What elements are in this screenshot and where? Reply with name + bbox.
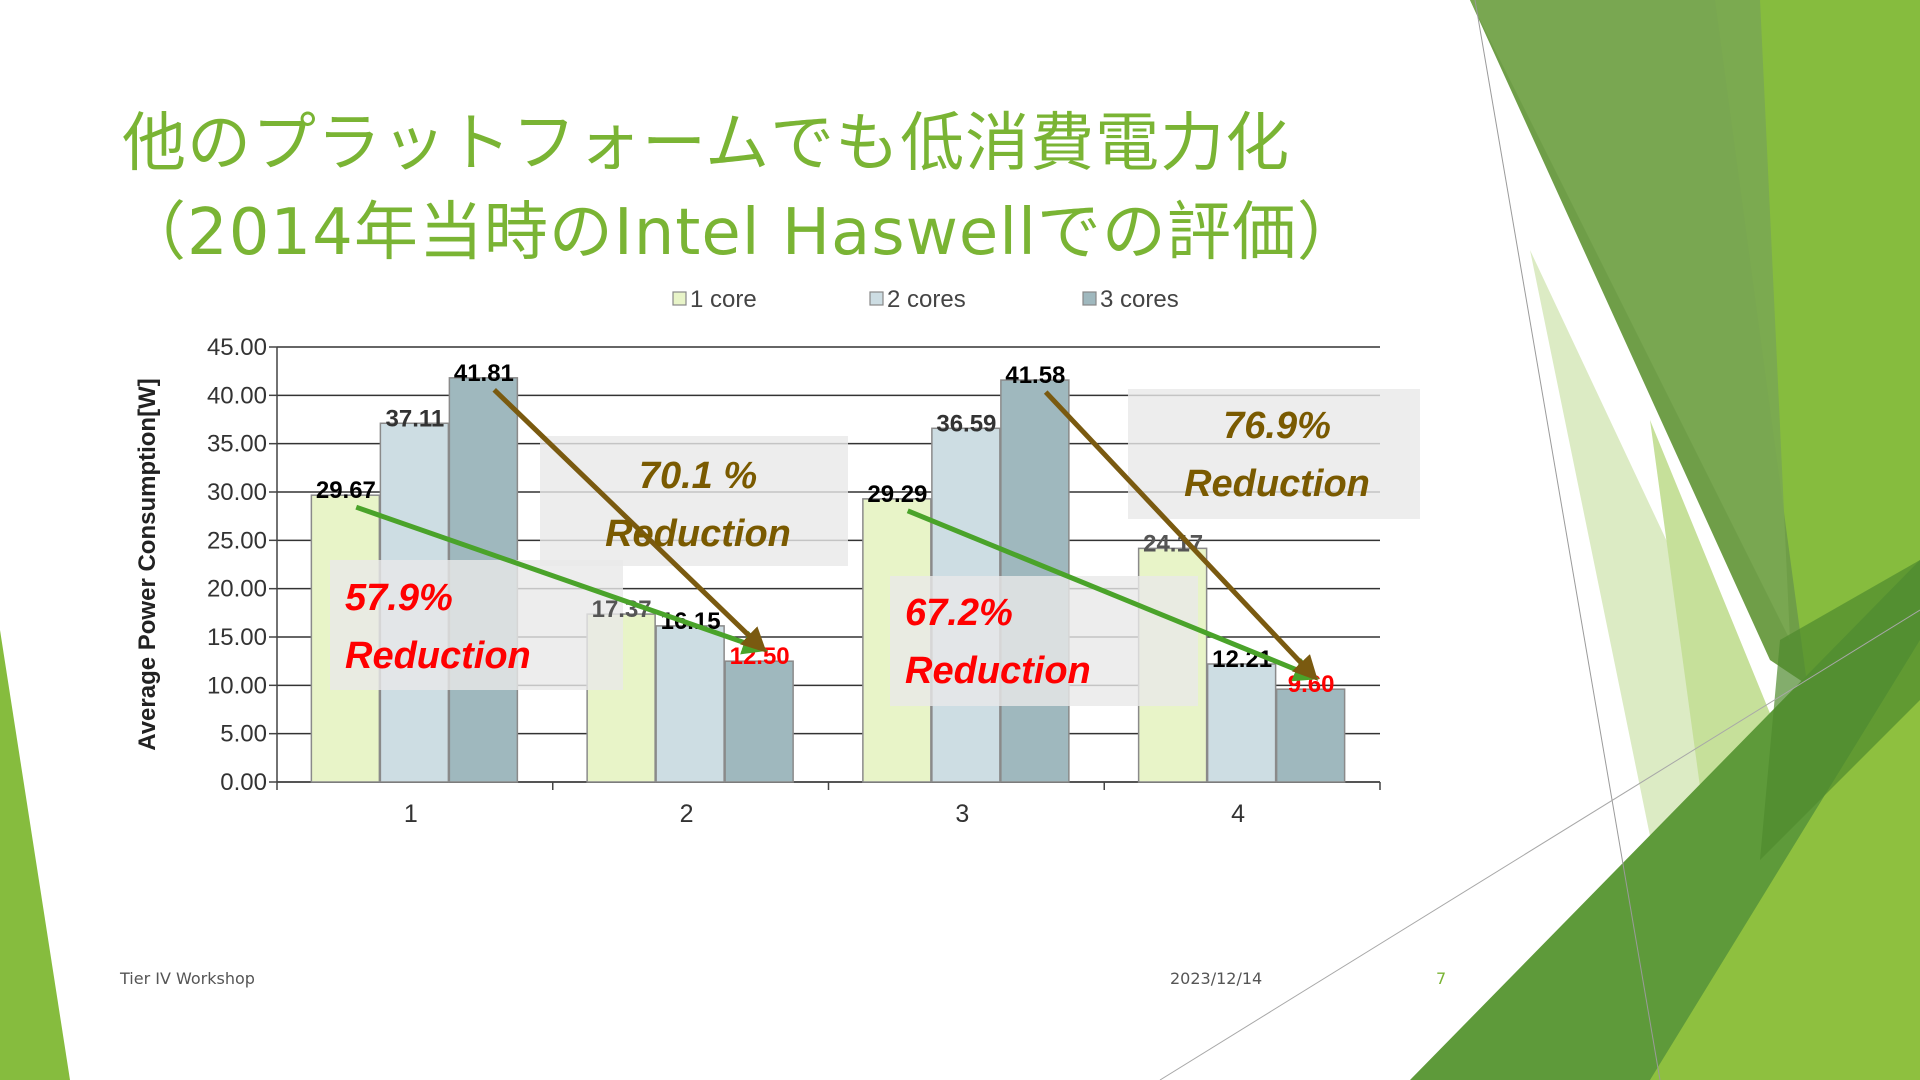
slide-title-line1: 他のプラットフォームでも低消費電力化 [122, 107, 1291, 181]
x-tick-label: 2 [680, 800, 694, 828]
annotation-label: Reduction [345, 635, 531, 677]
annotation-box [890, 576, 1198, 706]
bar [1206, 663, 1277, 783]
annotation-label: Reduction [1184, 463, 1370, 505]
footer-date: 2023/12/14 [1170, 969, 1263, 988]
data-label: 29.67 [316, 477, 376, 504]
annotation-box [1128, 389, 1420, 519]
data-label: 29.29 [867, 481, 927, 508]
x-tick-label: 4 [1231, 800, 1245, 828]
reduction-arrow [492, 388, 767, 653]
data-label: 41.58 [1005, 362, 1065, 389]
footer-workshop: Tier IV Workshop [120, 969, 255, 988]
bar [655, 625, 725, 783]
annotation-percent: 67.2% [905, 592, 1013, 634]
x-tick-label: 3 [955, 800, 969, 828]
annotation-percent: 76.9% [1223, 405, 1331, 447]
legend-label: 3 cores [1100, 286, 1179, 313]
annotation-box [540, 436, 848, 566]
annotation-label: Reduction [605, 513, 791, 555]
annotation-percent: 70.1 % [639, 455, 757, 497]
legend-swatch [672, 291, 687, 306]
annotation-label: Reduction [905, 650, 1091, 692]
slide-title: 他のプラットフォームでも低消費電力化 （2014年当時のIntel Haswel… [122, 100, 1422, 278]
bar [1275, 688, 1346, 783]
legend-swatch [1082, 291, 1097, 306]
deco-shape [0, 630, 70, 1080]
data-label: 12.21 [1212, 646, 1272, 673]
data-label: 37.11 [386, 405, 445, 432]
y-tick-label: 15.00 [207, 624, 267, 651]
data-label: 36.59 [936, 410, 996, 437]
legend-label: 1 core [690, 286, 757, 313]
y-tick-label: 25.00 [207, 527, 267, 554]
bar [724, 660, 794, 783]
y-tick-label: 35.00 [207, 431, 267, 458]
slide-title-line2: （2014年当時のIntel Haswellでの評価） [122, 196, 1362, 270]
deco-line [1159, 609, 1920, 1080]
y-tick-label: 40.00 [207, 382, 267, 409]
y-axis-label: Average Power Consumption[W] [134, 378, 161, 750]
y-tick-label: 5.00 [220, 721, 267, 748]
y-tick-label: 45.00 [207, 334, 267, 361]
reduction-arrow [355, 504, 768, 655]
page-number: 7 [1436, 969, 1447, 988]
legend-swatch [869, 291, 884, 306]
deco-shape [1470, 0, 1790, 640]
annotation-percent: 57.9% [345, 577, 453, 619]
deco-line [1474, 0, 1661, 1080]
y-tick-label: 20.00 [207, 576, 267, 603]
data-label: 24.17 [1143, 530, 1203, 557]
data-label: 41.81 [454, 360, 514, 387]
y-tick-label: 30.00 [207, 479, 267, 506]
reduction-arrow [906, 508, 1320, 682]
x-tick-label: 1 [404, 800, 418, 828]
y-tick-label: 10.00 [207, 672, 267, 699]
reduction-arrow [1043, 390, 1319, 681]
y-tick-label: 0.00 [220, 769, 267, 796]
legend-label: 2 cores [887, 286, 966, 313]
